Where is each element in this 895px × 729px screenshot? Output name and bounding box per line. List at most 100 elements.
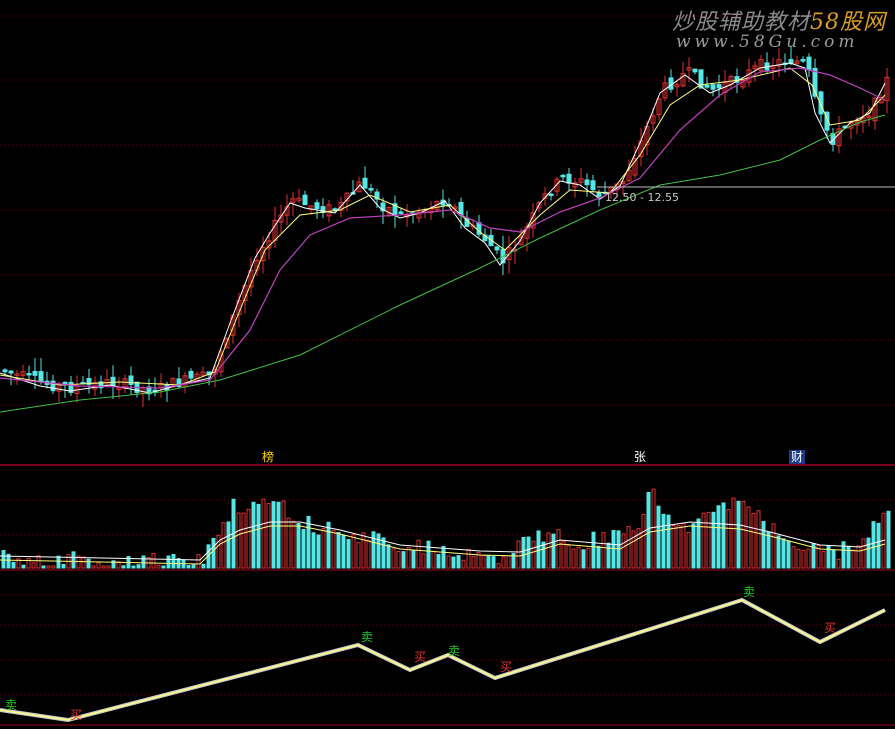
- volume-bar: [1, 550, 6, 569]
- volume-bar: [261, 498, 266, 569]
- volume-bar: [336, 532, 341, 569]
- volume-bar: [326, 521, 331, 569]
- volume-bar: [766, 531, 771, 569]
- candle-body: [32, 370, 38, 376]
- candle-body: [812, 67, 818, 97]
- volume-bar: [86, 558, 91, 569]
- volume-bar: [861, 538, 866, 569]
- volume-bar: [316, 534, 321, 569]
- event-tag-finance[interactable]: 财: [789, 450, 806, 464]
- watermark-title: 炒股辅助教材58股网: [672, 10, 887, 35]
- buy-signal: 买: [414, 650, 427, 664]
- volume-bar: [561, 540, 566, 569]
- volume-bar: [31, 562, 36, 569]
- event-tag-limit-up[interactable]: 张: [634, 450, 647, 464]
- volume-bar: [671, 525, 676, 569]
- volume-bar: [321, 528, 326, 569]
- candle-body: [2, 369, 8, 373]
- volume-bar: [721, 502, 726, 569]
- volume-bar: [251, 501, 256, 569]
- volume-bar: [356, 542, 361, 569]
- candle-body: [362, 177, 368, 189]
- volume-bar: [851, 549, 856, 569]
- volume-bar: [331, 529, 336, 569]
- candle-body: [26, 372, 32, 376]
- candle-body: [224, 337, 230, 349]
- volume-bar: [526, 536, 531, 569]
- volume-bar: [786, 540, 791, 569]
- volume-bar: [476, 552, 481, 569]
- candle-body: [620, 180, 626, 185]
- volume-bar: [421, 553, 426, 569]
- volume-bar: [666, 514, 671, 569]
- volume-bar: [866, 537, 871, 569]
- candle-body: [386, 206, 392, 215]
- candle-body: [818, 91, 824, 115]
- event-tag-rank[interactable]: 榜: [262, 450, 275, 464]
- volume-bar: [201, 563, 206, 569]
- volume-bar: [381, 537, 386, 569]
- candle-body: [596, 191, 602, 197]
- volume-bar: [821, 550, 826, 569]
- buy-signal: 买: [70, 708, 83, 722]
- volume-bar: [61, 563, 66, 569]
- candle-body: [314, 202, 320, 210]
- volume-bar: [551, 533, 556, 569]
- signal-indicator-line: [0, 597, 886, 723]
- candle-body: [554, 178, 560, 192]
- volume-bar: [101, 565, 106, 569]
- volume-bar: [461, 559, 466, 569]
- volume-bar: [646, 492, 651, 569]
- volume-bar: [601, 532, 606, 569]
- candle-body: [146, 386, 152, 395]
- sell-signal: 卖: [5, 698, 18, 712]
- volume-bar: [181, 559, 186, 569]
- volume-bar: [686, 531, 691, 569]
- volume-bar: [151, 552, 156, 569]
- volume-bar: [221, 522, 226, 569]
- candle-body: [416, 211, 422, 219]
- volume-bar: [731, 497, 736, 569]
- volume-bar: [186, 565, 191, 569]
- volume-bar: [641, 513, 646, 569]
- candle-body: [392, 203, 398, 215]
- candle-body: [548, 193, 554, 197]
- volume-bar: [536, 530, 541, 569]
- volume-bar: [516, 540, 521, 569]
- volume-bar: [156, 564, 161, 569]
- volume-bar: [371, 531, 376, 569]
- candle-body: [758, 59, 764, 71]
- moving-averages: [0, 62, 886, 413]
- volume-bar: [736, 500, 741, 569]
- volume-bar: [81, 556, 86, 569]
- volume-moving-averages: [0, 521, 886, 565]
- candle-body: [374, 191, 380, 200]
- volume-bar: [266, 502, 271, 569]
- volume-bar: [756, 510, 761, 569]
- volume-bar: [11, 561, 16, 569]
- volume-bar: [431, 550, 436, 569]
- candle-body: [590, 180, 596, 191]
- candle-body: [296, 197, 302, 201]
- candle-body: [110, 376, 116, 386]
- volume-bar: [396, 550, 401, 569]
- candle-body: [488, 234, 494, 247]
- candle-body: [674, 84, 680, 88]
- sell-signal: 卖: [361, 630, 374, 644]
- volume-ma-yellow: [0, 525, 886, 565]
- candle-body: [518, 236, 524, 246]
- volume-bar: [486, 554, 491, 569]
- volume-bar: [341, 535, 346, 569]
- candle-body: [20, 371, 26, 376]
- volume-bar: [606, 542, 611, 569]
- volume-bar: [541, 541, 546, 569]
- volume-bar: [271, 501, 276, 569]
- candle-body: [98, 381, 104, 389]
- volume-bar: [511, 552, 516, 569]
- volume-bar: [136, 564, 141, 569]
- volume-bar: [286, 517, 291, 569]
- volume-bar: [311, 532, 316, 569]
- buy-signal: 买: [824, 621, 837, 635]
- candle-body: [506, 247, 512, 261]
